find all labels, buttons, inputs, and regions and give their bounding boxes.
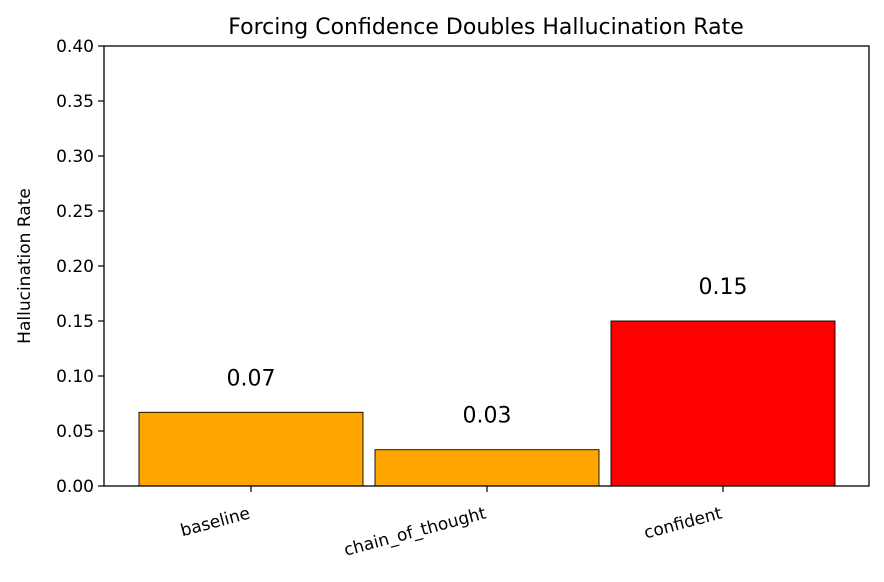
y-axis-ticks: 0.00 0.05 0.10 0.15 0.20 0.25 0.30 0.35 0.40 bbox=[56, 37, 104, 497]
x-tick-label: chain_of_thought bbox=[342, 503, 489, 560]
value-labels: 0.07 0.03 0.15 bbox=[227, 275, 748, 429]
x-tick-label: baseline bbox=[178, 504, 252, 542]
y-axis-label: Hallucination Rate bbox=[15, 188, 35, 344]
y-tick-label: 0.40 bbox=[56, 37, 94, 57]
plot-frame bbox=[103, 45, 870, 487]
y-tick-label: 0.30 bbox=[56, 147, 94, 167]
y-tick-label: 0.35 bbox=[56, 92, 94, 112]
value-label: 0.07 bbox=[227, 366, 276, 391]
y-tick-label: 0.20 bbox=[56, 257, 94, 277]
x-axis-ticks: baseline chain_of_thought confident bbox=[178, 486, 725, 561]
chart-title: Forcing Confidence Doubles Hallucination… bbox=[228, 15, 744, 40]
bar-baseline bbox=[138, 411, 364, 487]
y-tick-label: 0.25 bbox=[56, 202, 94, 222]
bars bbox=[138, 320, 836, 487]
y-tick-label: 0.15 bbox=[56, 312, 94, 332]
bar-confident bbox=[610, 320, 836, 487]
bar-chain_of_thought bbox=[374, 449, 600, 487]
y-tick-label: 0.05 bbox=[56, 422, 94, 442]
y-tick-label: 0.00 bbox=[56, 477, 94, 497]
y-tick-label: 0.10 bbox=[56, 367, 94, 387]
value-label: 0.15 bbox=[699, 275, 748, 300]
x-tick-label: confident bbox=[642, 503, 725, 543]
value-label: 0.03 bbox=[463, 404, 512, 429]
